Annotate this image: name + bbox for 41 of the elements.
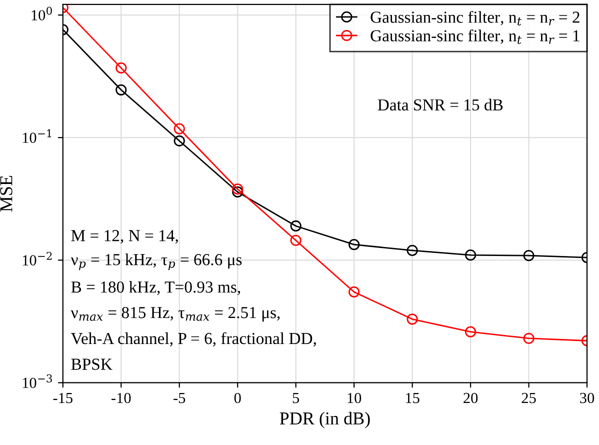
annotation: ν$_{p}$ = 15 kHz, τ$_{p}$ = 66.6 μs — [70, 254, 242, 270]
x-tick-label: 0 — [234, 392, 241, 404]
x-tick-label: 10 — [348, 392, 362, 404]
point — [116, 84, 127, 96]
x-axis-title: PDR (in dB) — [280, 412, 370, 428]
y-axis-title: MSE — [0, 176, 12, 212]
x-tick-label: 5 — [292, 393, 300, 404]
annotation: BPSK — [71, 358, 112, 370]
x-tick-label: 25 — [522, 392, 536, 404]
y-tick-label: 10$^{−3}$ — [22, 374, 52, 388]
point — [116, 62, 127, 74]
point — [290, 234, 302, 246]
x-tick-label: -15 — [53, 392, 72, 404]
annotation: B = 180 kHz, T=0.93 ms, — [71, 280, 240, 296]
y-tick-label: 10$^{−2}$ — [22, 252, 52, 266]
point — [406, 314, 418, 325]
x-tick-label: -5 — [174, 393, 186, 404]
point — [348, 286, 360, 298]
annotation: ν$_{max}$ = 815 Hz, τ$_{max}$ = 2.51 μs, — [70, 306, 280, 322]
annotation: Data SNR = 15 dB — [378, 98, 503, 111]
point — [232, 184, 244, 195]
x-tick-label: 30 — [580, 392, 594, 404]
legend-label: Gaussian-sinc filter, n$_{t}$ = n$_{r}$ = 2 — [370, 10, 580, 26]
point — [232, 186, 244, 198]
legend-label: Gaussian-sinc filter, n$_{t}$ = n$_{r}$ = 1 — [370, 30, 580, 44]
x-tick-label: 20 — [464, 392, 478, 404]
point — [406, 244, 418, 256]
x-tick-label: -10 — [112, 392, 131, 404]
annotation: M = 12, N = 14, — [71, 230, 178, 244]
point — [290, 220, 302, 232]
point — [464, 250, 476, 261]
point — [523, 250, 534, 262]
y-tick-label: 10$^{0}$ — [32, 6, 52, 20]
point — [174, 135, 185, 146]
point — [174, 123, 185, 134]
y-tick-label: 10$^{−1}$ — [22, 129, 52, 143]
x-tick-label: 15 — [406, 392, 420, 404]
point — [464, 326, 476, 338]
annotation: Veh-A channel, P = 6, fractional DD, — [70, 332, 316, 347]
point — [348, 239, 360, 250]
point — [523, 332, 534, 344]
